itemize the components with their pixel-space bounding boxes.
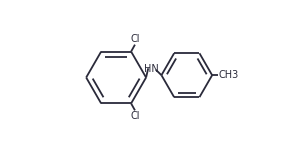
Text: Cl: Cl (130, 34, 140, 44)
Text: CH3: CH3 (218, 70, 239, 80)
Text: Cl: Cl (130, 111, 140, 121)
Text: HN: HN (144, 64, 159, 74)
